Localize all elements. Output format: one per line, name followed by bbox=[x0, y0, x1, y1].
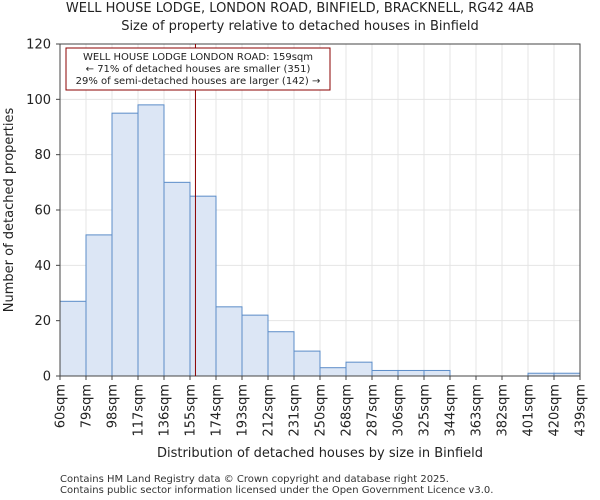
x-tick-label: 401sqm bbox=[522, 384, 537, 437]
footer-copyright: Contains HM Land Registry data © Crown c… bbox=[60, 474, 449, 485]
chart-title-line1: WELL HOUSE LODGE, LONDON ROAD, BINFIELD,… bbox=[65, 1, 535, 16]
x-tick-label: 382sqm bbox=[496, 384, 511, 437]
annotation-line-1: WELL HOUSE LODGE LONDON ROAD: 159sqm bbox=[83, 52, 313, 63]
x-tick-label: 98sqm bbox=[106, 384, 121, 428]
annotation-line-3: 29% of semi-detached houses are larger (… bbox=[76, 76, 321, 87]
chart-title-line2: Size of property relative to detached ho… bbox=[121, 19, 479, 34]
histogram-bar bbox=[397, 369, 425, 377]
y-axis-label: Number of detached properties bbox=[2, 108, 17, 313]
histogram-bar bbox=[163, 181, 191, 377]
y-tick-label: 80 bbox=[34, 148, 51, 163]
x-tick-label: 212sqm bbox=[262, 384, 277, 437]
x-tick-label: 174sqm bbox=[210, 384, 225, 437]
histogram-bar bbox=[85, 234, 113, 377]
histogram-bar bbox=[423, 369, 451, 377]
x-tick-label: 344sqm bbox=[444, 384, 459, 437]
histogram-bar bbox=[189, 195, 217, 377]
footer-licence: Contains public sector information licen… bbox=[60, 485, 494, 496]
x-tick-label: 268sqm bbox=[340, 384, 355, 437]
y-tick-label: 0 bbox=[43, 370, 51, 385]
x-tick-label: 287sqm bbox=[366, 384, 381, 437]
histogram-bar bbox=[267, 331, 295, 377]
x-tick-label: 325sqm bbox=[418, 384, 433, 437]
y-tick-label: 20 bbox=[34, 314, 51, 329]
histogram-bar bbox=[345, 361, 373, 377]
y-tick-label: 120 bbox=[26, 38, 51, 53]
histogram-bar bbox=[215, 306, 243, 377]
x-tick-label: 231sqm bbox=[288, 384, 303, 437]
histogram-bar bbox=[59, 300, 87, 377]
histogram-bar bbox=[111, 112, 139, 377]
y-tick-label: 60 bbox=[34, 204, 51, 219]
histogram-bar bbox=[137, 104, 165, 377]
histogram-bar bbox=[241, 314, 269, 377]
x-tick-label: 79sqm bbox=[80, 384, 95, 428]
x-tick-label: 193sqm bbox=[236, 384, 251, 437]
x-tick-label: 439sqm bbox=[574, 384, 589, 437]
x-tick-label: 155sqm bbox=[184, 384, 199, 437]
x-tick-label: 420sqm bbox=[548, 384, 563, 437]
histogram-bar bbox=[371, 369, 399, 377]
y-tick-label: 40 bbox=[34, 259, 51, 274]
x-tick-label: 250sqm bbox=[314, 384, 329, 437]
x-axis-label: Distribution of detached houses by size … bbox=[157, 446, 483, 461]
x-tick-label: 306sqm bbox=[392, 384, 407, 437]
y-tick-label: 100 bbox=[26, 93, 51, 108]
x-tick-label: 117sqm bbox=[132, 384, 147, 437]
histogram-bar bbox=[319, 367, 347, 377]
annotation-box: WELL HOUSE LODGE LONDON ROAD: 159sqm ← 7… bbox=[65, 47, 331, 91]
x-tick-label: 363sqm bbox=[470, 384, 485, 437]
histogram-bar bbox=[293, 350, 321, 377]
x-tick-label: 136sqm bbox=[158, 384, 173, 437]
annotation-line-2: ← 71% of detached houses are smaller (35… bbox=[86, 64, 311, 75]
x-tick-label: 60sqm bbox=[54, 384, 69, 428]
